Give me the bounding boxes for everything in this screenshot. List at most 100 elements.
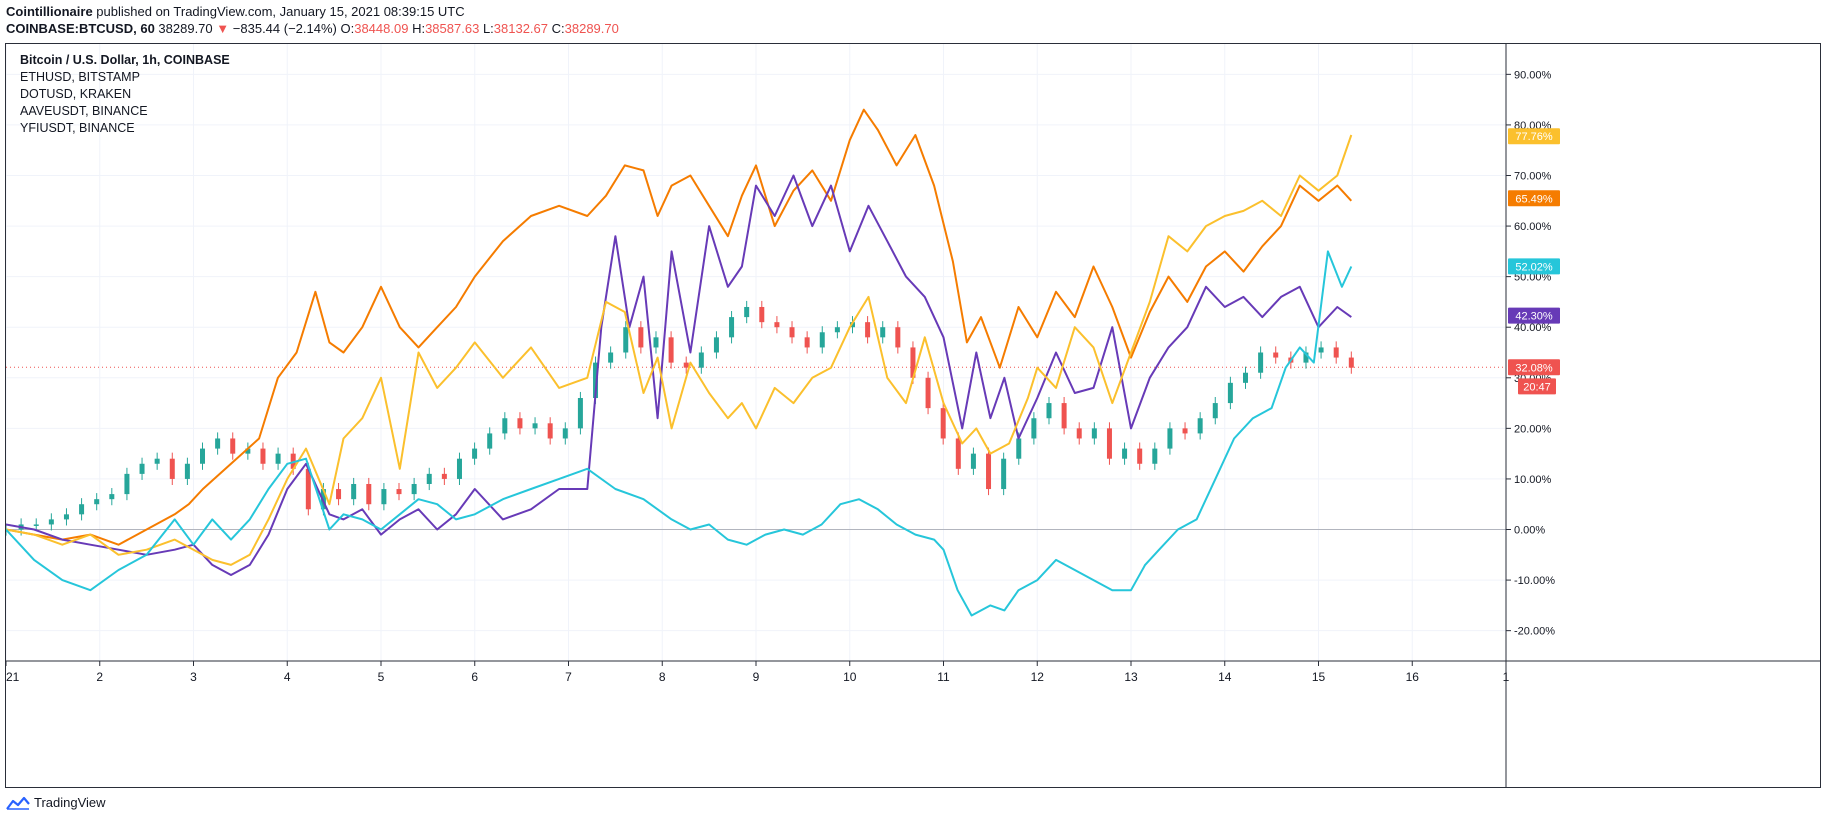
yfi-line xyxy=(6,250,1353,617)
btc-candle xyxy=(1091,428,1097,439)
open-value: 38448.09 xyxy=(354,21,409,36)
y-tick-label: 70.00% xyxy=(1514,170,1552,182)
price-badge-label: 32.08% xyxy=(1515,362,1553,374)
btc-candle xyxy=(33,524,39,526)
y-tick-label: 10.00% xyxy=(1514,474,1552,486)
btc-candle xyxy=(1076,428,1082,439)
btc-candle xyxy=(1212,403,1218,419)
x-tick-label: 5 xyxy=(378,670,385,684)
btc-candle xyxy=(880,327,886,338)
price-chart[interactable]: 90.00%80.00%70.00%60.00%50.00%40.00%30.0… xyxy=(6,44,1820,787)
btc-candle xyxy=(169,458,175,479)
price-badge-label: 20:47 xyxy=(1523,381,1551,393)
open-label: O: xyxy=(340,21,355,36)
x-tick-label: 9 xyxy=(753,670,760,684)
btc-candle xyxy=(562,428,568,439)
legend-aave: AAVEUSDT, BINANCE xyxy=(20,104,148,118)
btc-candle xyxy=(381,489,387,505)
aave-line xyxy=(6,134,1353,566)
btc-candle xyxy=(441,473,447,479)
btc-candle xyxy=(63,514,69,520)
btc-candle xyxy=(1348,357,1354,368)
x-tick-label: 6 xyxy=(471,670,478,684)
btc-candle xyxy=(1318,347,1324,353)
y-tick-label: 20.00% xyxy=(1514,423,1552,435)
down-arrow-icon: ▼ xyxy=(216,21,230,36)
btc-candle xyxy=(1333,347,1339,358)
btc-candle xyxy=(1001,458,1007,490)
btc-candle xyxy=(456,458,462,479)
btc-candle xyxy=(608,352,614,363)
x-tick-label: 16 xyxy=(1406,670,1420,684)
btc-candle xyxy=(200,448,206,464)
x-tick-label: 14 xyxy=(1218,670,1232,684)
btc-candle xyxy=(910,347,916,378)
btc-candle xyxy=(260,448,266,464)
high-value: 38587.63 xyxy=(425,21,480,36)
btc-candle xyxy=(79,504,85,515)
btc-candle xyxy=(804,337,810,348)
btc-candle xyxy=(245,448,251,454)
btc-candle xyxy=(593,362,599,399)
price-badge xyxy=(1508,258,1560,275)
btc-candle xyxy=(955,438,961,469)
author[interactable]: Cointillionaire xyxy=(6,4,93,19)
btc-candle xyxy=(109,494,115,500)
btc-candle xyxy=(653,337,659,348)
btc-candle xyxy=(1106,428,1112,459)
btc-candle xyxy=(336,489,342,500)
btc-candle xyxy=(184,463,190,479)
btc-candle xyxy=(215,438,221,449)
y-tick-label: 60.00% xyxy=(1514,221,1552,233)
btc-candle xyxy=(865,322,871,338)
legend-yfi: YFIUSDT, BINANCE xyxy=(20,121,135,135)
btc-candle xyxy=(834,327,840,333)
tradingview-footer[interactable]: TradingView xyxy=(6,795,106,810)
btc-candle xyxy=(366,483,372,505)
btc-candle xyxy=(1182,428,1188,434)
legend-dot: DOTUSD, KRAKEN xyxy=(20,87,132,101)
tradingview-logo-icon xyxy=(6,796,30,810)
btc-candle xyxy=(940,408,946,439)
close-value: 38289.70 xyxy=(564,21,619,36)
btc-candle xyxy=(774,322,780,328)
btc-candle xyxy=(577,398,583,429)
x-tick-label: 10 xyxy=(843,670,857,684)
btc-candle xyxy=(1046,403,1052,419)
x-tick-label: 13 xyxy=(1124,670,1138,684)
btc-candle xyxy=(729,317,735,338)
x-tick-label: 11 xyxy=(937,670,950,684)
btc-candle xyxy=(1152,448,1158,464)
btc-candle xyxy=(789,327,795,338)
price-badge xyxy=(1508,307,1560,324)
btc-candle xyxy=(1273,352,1279,358)
btc-candle xyxy=(502,418,508,434)
btc-candle xyxy=(1031,418,1037,439)
x-tick-label: 7 xyxy=(565,670,572,684)
btc-candle xyxy=(744,306,750,318)
btc-candle xyxy=(472,448,478,459)
btc-candle xyxy=(1258,352,1264,373)
btc-candle xyxy=(411,483,417,495)
btc-candle xyxy=(517,418,523,429)
btc-candle xyxy=(487,433,493,449)
x-tick-label: 15 xyxy=(1312,670,1326,684)
chart-frame[interactable]: 90.00%80.00%70.00%60.00%50.00%40.00%30.0… xyxy=(5,43,1821,788)
btc-candle xyxy=(275,453,281,464)
x-tick-label: 2 xyxy=(96,670,103,684)
y-tick-label: 0.00% xyxy=(1514,525,1545,537)
btc-candle xyxy=(230,438,236,454)
btc-candle xyxy=(154,458,160,464)
btc-candle xyxy=(1137,448,1143,464)
btc-candle xyxy=(986,453,992,490)
btc-candle xyxy=(1167,428,1173,449)
y-tick-label: -20.00% xyxy=(1514,626,1555,638)
y-tick-label: 40.00% xyxy=(1514,322,1552,334)
btc-candle xyxy=(895,327,901,348)
footer-brand: TradingView xyxy=(34,795,106,810)
btc-candle xyxy=(305,468,311,510)
btc-candle xyxy=(683,362,689,368)
btc-candle xyxy=(532,423,538,429)
dot-line xyxy=(6,174,1352,576)
btc-candle xyxy=(1197,418,1203,434)
